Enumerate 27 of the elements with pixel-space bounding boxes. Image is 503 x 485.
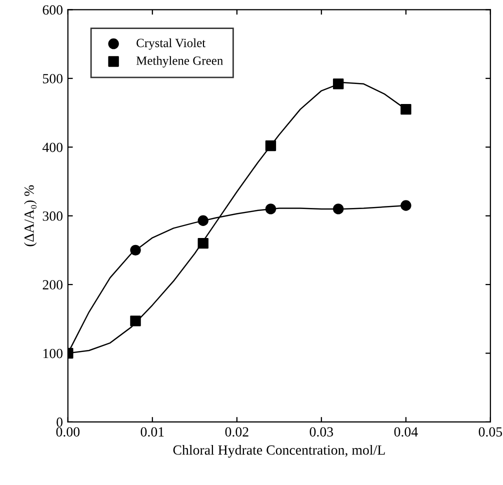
point [265, 140, 276, 152]
y-axis-title: (ΔA/A₀) % [24, 185, 37, 246]
point [400, 104, 412, 115]
legend-label: Methylene Green [136, 56, 223, 68]
y-tick-label: 600 [42, 5, 63, 15]
point [400, 200, 412, 211]
y-tick-label: 0 [56, 418, 63, 427]
point [198, 238, 208, 249]
point [130, 244, 141, 256]
y-tick-label: 400 [42, 142, 63, 152]
point [332, 204, 344, 214]
point [332, 78, 344, 90]
legend-label: Crystal Violet [136, 38, 206, 50]
x-axis-title: Chloral Hydrate Concentration, mol/L [173, 444, 385, 458]
x-tick-label: 0.02 [225, 427, 248, 437]
x-tick-label: 0.01 [140, 427, 164, 437]
x-tick-label: 0.05 [478, 427, 502, 437]
y-tick-label: 500 [43, 74, 63, 84]
y-tick-label: 100 [43, 348, 63, 358]
point [130, 316, 141, 326]
y-tick-label: 300 [42, 211, 63, 221]
x-tick-label: 0.00 [56, 427, 80, 437]
x-tick-label: 0.04 [394, 427, 418, 437]
x-tick-label: 0.03 [310, 427, 334, 437]
point [198, 215, 208, 226]
point [265, 204, 276, 214]
y-tick-label: 200 [42, 280, 63, 290]
